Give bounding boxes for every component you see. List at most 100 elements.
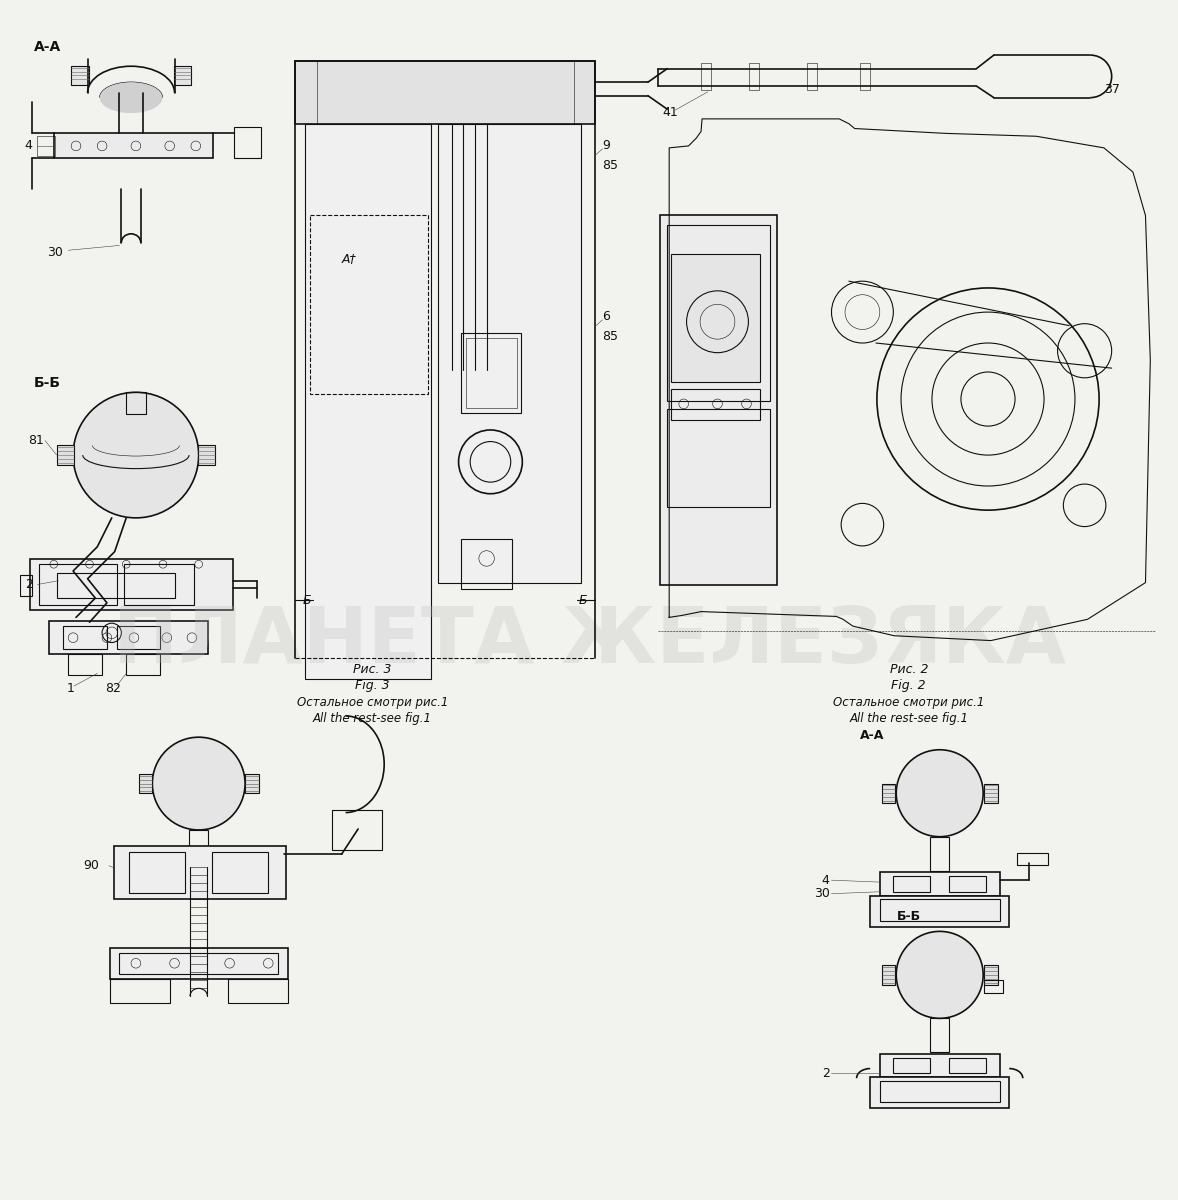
- Bar: [64, 626, 107, 649]
- Text: Остальное смотри рис.1: Остальное смотри рис.1: [833, 696, 985, 709]
- Bar: [438, 124, 581, 583]
- Text: 41: 41: [662, 106, 679, 119]
- Bar: [296, 61, 595, 124]
- Bar: [332, 810, 382, 851]
- Circle shape: [896, 750, 984, 836]
- Bar: [245, 774, 259, 793]
- Text: All the rest-see fig.1: All the rest-see fig.1: [849, 713, 968, 725]
- Bar: [880, 1054, 1000, 1078]
- Bar: [871, 895, 1010, 926]
- Bar: [984, 979, 1004, 994]
- Text: 2: 2: [822, 1067, 829, 1080]
- Bar: [881, 784, 895, 803]
- Bar: [130, 852, 185, 893]
- Bar: [893, 876, 931, 892]
- Text: 4: 4: [822, 874, 829, 887]
- Bar: [807, 62, 818, 90]
- Text: 82: 82: [105, 683, 121, 695]
- Text: Б: Б: [578, 594, 587, 606]
- Bar: [234, 127, 262, 157]
- Bar: [20, 575, 32, 596]
- Bar: [660, 216, 777, 584]
- Text: 30: 30: [47, 246, 62, 259]
- Text: А-А: А-А: [33, 41, 61, 54]
- Bar: [310, 216, 428, 395]
- Bar: [949, 1058, 986, 1073]
- Bar: [57, 445, 74, 464]
- Text: 37: 37: [1104, 83, 1120, 96]
- Text: 6: 6: [602, 311, 610, 324]
- Text: А†: А†: [342, 252, 357, 265]
- Text: 81: 81: [28, 434, 44, 448]
- Ellipse shape: [100, 82, 163, 113]
- Text: 1: 1: [66, 683, 74, 695]
- Bar: [880, 900, 1000, 920]
- Text: ПЛАНЕТА ЖЕЛЕЗЯКА: ПЛАНЕТА ЖЕЛЕЗЯКА: [113, 602, 1065, 678]
- Text: Б-Б: Б-Б: [896, 911, 921, 923]
- Bar: [860, 62, 871, 90]
- Bar: [117, 626, 160, 649]
- Bar: [880, 1081, 1000, 1103]
- Bar: [68, 654, 102, 676]
- Bar: [984, 965, 998, 984]
- Text: 30: 30: [814, 887, 829, 900]
- Text: А-А: А-А: [860, 728, 885, 742]
- Bar: [49, 622, 209, 654]
- Text: 4: 4: [25, 139, 33, 152]
- Text: Остальное смотри рис.1: Остальное смотри рис.1: [297, 696, 449, 709]
- Bar: [667, 409, 769, 508]
- Text: Fig. 3: Fig. 3: [356, 679, 390, 692]
- Circle shape: [896, 931, 984, 1019]
- Bar: [749, 62, 759, 90]
- Bar: [701, 62, 710, 90]
- Text: Рис. 3: Рис. 3: [353, 664, 392, 676]
- Bar: [893, 1058, 931, 1073]
- Text: 9: 9: [602, 139, 610, 152]
- Bar: [462, 539, 511, 589]
- Bar: [198, 445, 216, 464]
- Text: Б-Б: Б-Б: [33, 376, 60, 390]
- Bar: [667, 226, 769, 401]
- Bar: [126, 392, 146, 414]
- Bar: [671, 254, 760, 382]
- Text: All the rest-see fig.1: All the rest-see fig.1: [313, 713, 432, 725]
- Bar: [110, 948, 287, 979]
- Bar: [984, 784, 998, 803]
- Bar: [113, 846, 285, 899]
- Text: Рис. 2: Рис. 2: [889, 664, 928, 676]
- Bar: [173, 66, 191, 85]
- Bar: [29, 559, 232, 610]
- Text: Fig. 2: Fig. 2: [892, 679, 926, 692]
- Bar: [139, 774, 152, 793]
- Bar: [1017, 853, 1048, 865]
- Bar: [125, 564, 194, 605]
- Bar: [949, 876, 986, 892]
- Bar: [57, 572, 174, 598]
- Bar: [671, 389, 760, 420]
- Bar: [881, 965, 895, 984]
- Text: 85: 85: [602, 330, 618, 343]
- Text: 2: 2: [25, 578, 33, 592]
- Circle shape: [73, 392, 199, 518]
- Bar: [931, 836, 949, 870]
- Text: 90: 90: [82, 859, 99, 872]
- Bar: [227, 979, 287, 1003]
- Bar: [119, 953, 278, 974]
- Bar: [71, 66, 88, 85]
- Text: Б: Б: [303, 594, 312, 606]
- Bar: [110, 979, 170, 1003]
- Bar: [188, 830, 209, 866]
- Bar: [871, 1078, 1010, 1108]
- Bar: [466, 338, 516, 408]
- Bar: [462, 334, 522, 413]
- Bar: [880, 872, 1000, 895]
- Bar: [212, 852, 269, 893]
- Bar: [39, 564, 117, 605]
- Circle shape: [152, 737, 245, 830]
- Bar: [126, 654, 160, 676]
- Bar: [38, 137, 54, 156]
- Text: 85: 85: [602, 158, 618, 172]
- Bar: [305, 124, 430, 679]
- Bar: [931, 1019, 949, 1052]
- Bar: [54, 133, 213, 158]
